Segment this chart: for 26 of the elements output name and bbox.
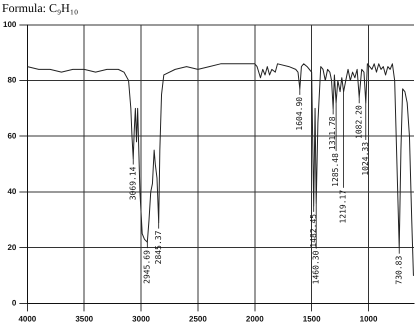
- y-tick-label: 40: [7, 187, 17, 196]
- annotation: 1482.45: [308, 214, 318, 248]
- x-tick-label: 2500: [189, 314, 208, 324]
- x-tick-label: 4000: [18, 314, 37, 324]
- x-tick-label: 3500: [75, 314, 94, 324]
- x-tick-label: 1000: [360, 314, 378, 324]
- annotation: 2845.37: [154, 230, 163, 264]
- annotation: 1082.20: [354, 105, 364, 139]
- annotation: 2945.69: [142, 250, 152, 284]
- annotation: 1311.78: [328, 116, 338, 150]
- annotation: 730.83: [394, 256, 404, 285]
- y-tick-label: 100: [2, 20, 17, 30]
- y-tick-label: 80: [7, 76, 17, 85]
- y-tick-label: 20: [7, 242, 17, 252]
- annotation: 1024.33: [360, 142, 370, 176]
- annotation: 1219.17: [338, 190, 348, 224]
- annotation: 1604.90: [294, 96, 304, 131]
- annotation: 1460.30: [311, 250, 320, 284]
- x-tick-label: 2000: [246, 314, 264, 324]
- chart-title: Formula: C₉H₁₀: [1, 0, 80, 17]
- x-tick-label: 1500: [302, 314, 322, 324]
- y-tick-label: 0: [12, 298, 17, 308]
- y-tick-label: 60: [7, 131, 17, 140]
- annotation: 3069.14: [128, 166, 138, 200]
- x-tick-label: 3000: [132, 314, 151, 324]
- annotation: 1285.48: [331, 152, 340, 187]
